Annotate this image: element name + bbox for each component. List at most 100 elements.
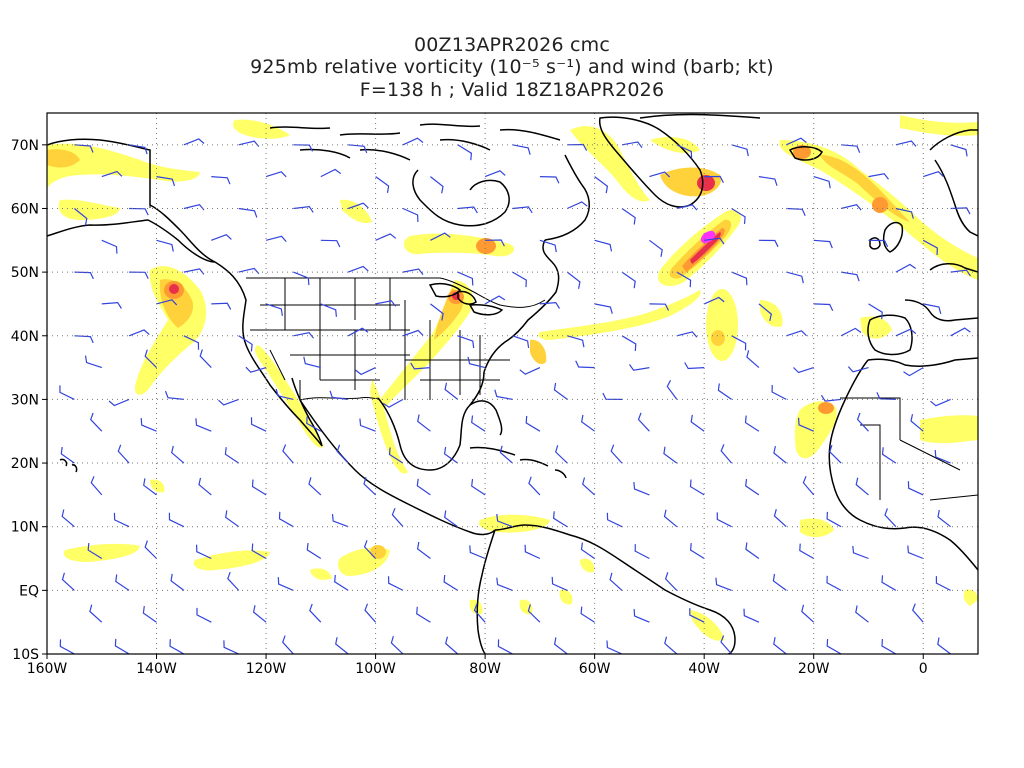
wind-barb xyxy=(388,576,404,591)
wind-barb xyxy=(676,331,698,338)
wind-barb xyxy=(716,512,732,528)
wind-barb xyxy=(758,176,778,186)
wind-barb xyxy=(773,509,787,528)
wind-barb xyxy=(293,331,314,339)
wind-barb xyxy=(484,295,506,305)
wind-barb xyxy=(245,366,267,373)
political-borders xyxy=(149,150,978,501)
wind-barb xyxy=(251,543,267,560)
wind-barb xyxy=(444,382,459,400)
wind-barb xyxy=(881,575,897,591)
wind-barb xyxy=(499,445,513,464)
wind-barb xyxy=(156,299,178,306)
wind-barb xyxy=(90,412,103,432)
wind-barb xyxy=(444,510,459,528)
wind-barb xyxy=(649,171,671,178)
wind-barb xyxy=(417,414,431,432)
wind-barb xyxy=(388,447,404,464)
wind-barb xyxy=(773,445,787,464)
wind-barb xyxy=(129,271,149,279)
wind-barb xyxy=(868,303,883,320)
wind-barb xyxy=(799,543,814,560)
wind-barb xyxy=(410,362,431,370)
wind-barb xyxy=(87,543,103,560)
wind-barb xyxy=(923,171,944,178)
wind-barb xyxy=(912,603,924,623)
wind-barb xyxy=(895,207,914,219)
wind-barb xyxy=(402,268,424,275)
wind-barb xyxy=(606,640,623,654)
wind-barb xyxy=(278,511,294,528)
wind-barb xyxy=(211,176,231,185)
wind-barb xyxy=(329,390,349,400)
wind-barb xyxy=(282,635,294,654)
wind-barb xyxy=(430,232,451,241)
wind-barb xyxy=(251,479,267,496)
wind-barb xyxy=(293,205,314,213)
wind-barb xyxy=(581,414,595,432)
lon-label: 20W xyxy=(798,661,830,677)
wind-barb xyxy=(183,268,205,275)
wind-barb xyxy=(363,477,377,496)
wind-barb xyxy=(140,418,157,432)
wind-barb xyxy=(813,303,834,312)
wind-barb xyxy=(937,509,951,528)
wind-barb xyxy=(922,239,938,256)
wind-barb xyxy=(930,398,951,407)
wind-barb xyxy=(813,239,833,249)
wind-barb xyxy=(758,303,772,322)
wind-barb xyxy=(852,545,869,560)
map-plot-area xyxy=(47,113,978,654)
wind-barb xyxy=(238,267,260,275)
wind-barb xyxy=(649,303,670,311)
lon-label: 140W xyxy=(136,661,177,677)
wind-barb xyxy=(375,233,397,241)
wind-barb xyxy=(895,263,917,273)
wind-barb xyxy=(416,541,431,559)
wind-barb xyxy=(196,544,212,560)
wind-barb xyxy=(265,235,287,242)
lon-label: 80W xyxy=(469,661,501,677)
lon-label: 40W xyxy=(688,661,720,677)
wind-barb xyxy=(390,636,404,654)
wind-barb xyxy=(813,176,831,189)
wind-barb xyxy=(484,170,506,178)
wind-barb xyxy=(457,206,478,214)
wind-barb xyxy=(430,176,444,194)
wind-barb xyxy=(497,639,513,654)
wind-barb xyxy=(772,573,787,591)
wind-barb xyxy=(320,239,341,248)
wind-barb xyxy=(277,577,294,591)
wind-barb xyxy=(473,603,486,623)
wind-barb xyxy=(907,481,924,496)
wind-barb xyxy=(566,271,581,289)
wind-barb xyxy=(798,417,814,432)
graticule xyxy=(47,113,978,654)
wind-barb xyxy=(363,540,377,559)
wind-barb xyxy=(689,543,705,560)
wind-barb xyxy=(676,204,698,211)
wind-barb xyxy=(101,301,122,309)
wind-barb xyxy=(252,605,267,623)
wind-barb xyxy=(238,207,258,218)
wind-barb xyxy=(820,394,842,402)
wind-barb xyxy=(745,542,760,559)
wind-barb xyxy=(841,271,860,282)
wind-barb xyxy=(445,636,459,654)
wind-barb xyxy=(552,511,568,528)
wind-barb xyxy=(720,635,733,654)
wind-barb xyxy=(303,356,321,369)
wind-barb xyxy=(895,328,917,337)
wind-barb xyxy=(382,398,404,408)
lat-label: 50N xyxy=(11,265,39,281)
wind-barb xyxy=(567,335,585,348)
wind-barb xyxy=(170,573,185,591)
wind-barb xyxy=(786,330,807,337)
wind-barb xyxy=(847,366,869,373)
lat-label: 10N xyxy=(11,520,39,536)
wind-barb xyxy=(218,398,239,406)
wind-barb xyxy=(238,335,253,352)
wind-barb xyxy=(575,360,595,369)
wind-barb xyxy=(265,171,287,178)
wind-barb xyxy=(457,335,475,349)
